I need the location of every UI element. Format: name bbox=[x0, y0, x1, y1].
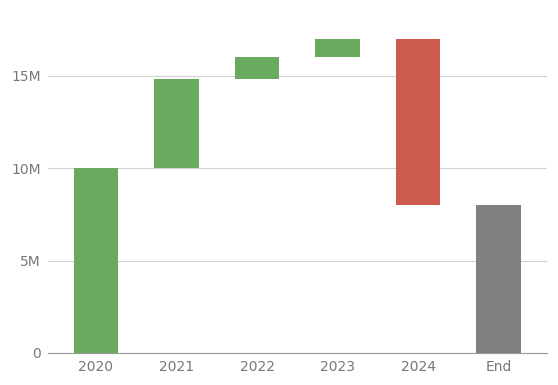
Bar bbox=[235, 57, 279, 79]
Bar bbox=[74, 168, 118, 353]
Bar bbox=[155, 79, 199, 168]
Bar bbox=[315, 39, 360, 57]
Bar bbox=[396, 39, 440, 205]
Bar bbox=[477, 205, 521, 353]
